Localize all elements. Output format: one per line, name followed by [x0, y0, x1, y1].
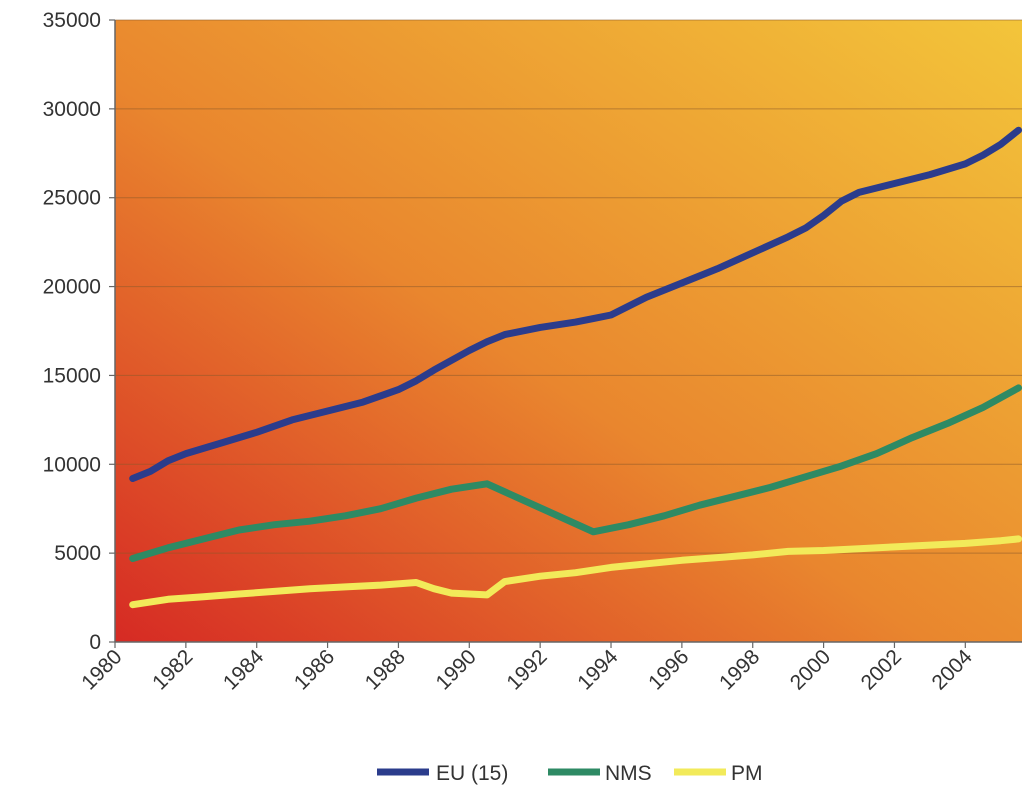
- y-tick-label: 0: [89, 631, 101, 654]
- legend-label: PM: [731, 762, 763, 785]
- y-tick-label: 35000: [43, 9, 101, 32]
- x-tick-label: 1994: [573, 645, 623, 695]
- legend-label: NMS: [605, 762, 652, 785]
- x-tick-label: 1988: [361, 645, 410, 694]
- y-tick-label: 5000: [54, 542, 101, 565]
- plot-area: [115, 20, 1022, 642]
- x-tick-label: 1982: [148, 645, 197, 694]
- x-tick-label: 1984: [219, 645, 269, 695]
- y-tick-labels: 0 5000 10000 15000 20000 25000 30000 35000: [43, 9, 115, 654]
- y-tick-label: 20000: [43, 276, 101, 299]
- legend: EU (15) NMS PM: [377, 762, 763, 785]
- x-tick-label: 1986: [290, 645, 339, 694]
- y-tick-label: 30000: [43, 98, 101, 121]
- x-tick-label: 1998: [715, 645, 764, 694]
- series-line-eu-15: [129, 126, 1022, 482]
- axes: [114, 20, 1022, 643]
- legend-label: EU (15): [436, 762, 508, 785]
- series-line-pm: [129, 535, 1022, 609]
- x-tick-label: 1980: [77, 645, 126, 694]
- x-tick-label: 2002: [857, 645, 906, 694]
- x-tick-label: 2000: [786, 645, 835, 694]
- series-line-nms: [129, 384, 1022, 562]
- x-tick-labels: 1980 1982 1984 1986 1988 1990 1992 1994 1996 1998…: [77, 642, 977, 695]
- x-tick-label: 2004: [928, 645, 978, 695]
- series-lines: [129, 126, 1022, 609]
- y-tick-label: 15000: [43, 364, 101, 387]
- x-tick-label: 1990: [432, 645, 481, 694]
- y-tick-label: 10000: [43, 453, 101, 476]
- gridlines: [115, 19, 1022, 554]
- x-tick-label: 1996: [644, 645, 693, 694]
- x-tick-label: 1992: [502, 645, 551, 694]
- y-tick-label: 25000: [43, 187, 101, 210]
